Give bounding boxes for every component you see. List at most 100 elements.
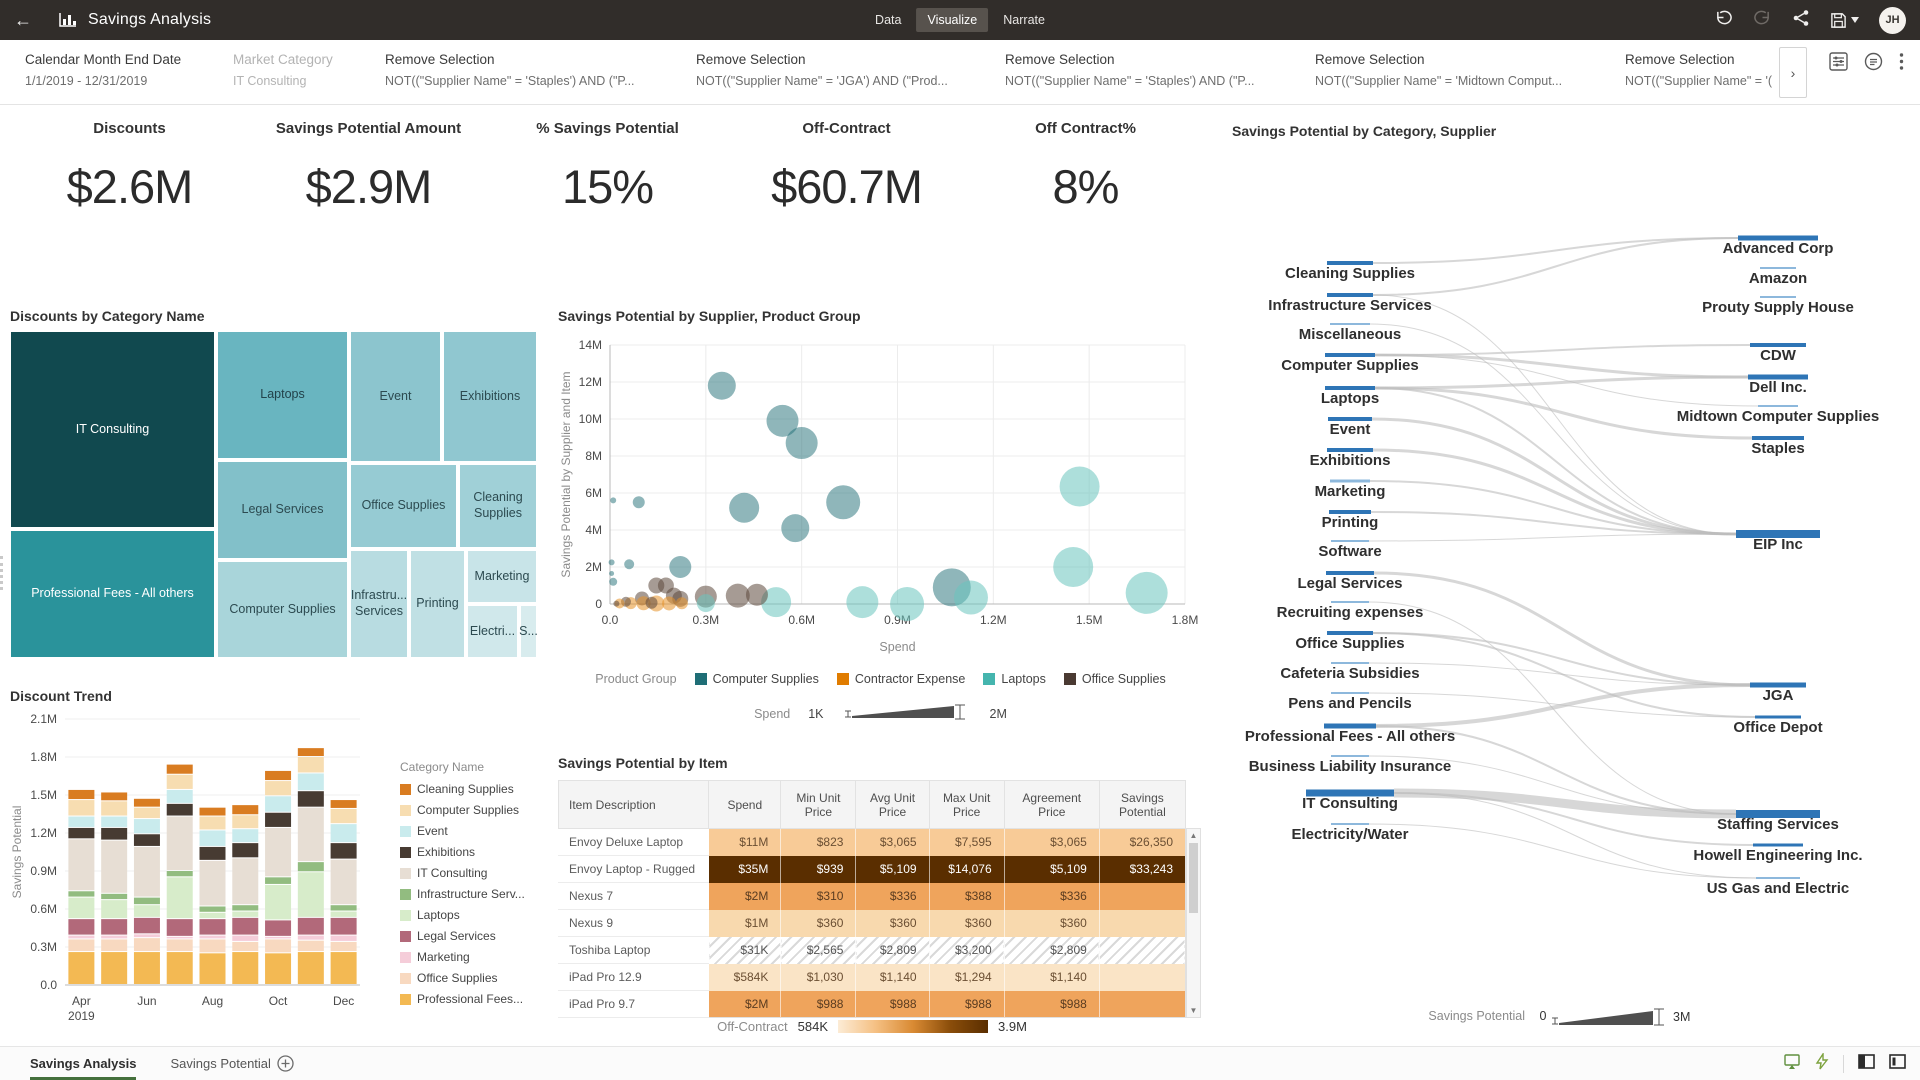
bar-segment-exhibitions[interactable] <box>330 843 357 859</box>
sankey-node-bar[interactable] <box>1330 323 1370 325</box>
sankey-node-bar[interactable] <box>1325 386 1375 390</box>
add-canvas-icon[interactable] <box>277 1055 294 1072</box>
layout-left-panel-icon[interactable] <box>1858 1053 1875 1074</box>
bubble-computer-supplies[interactable] <box>624 559 635 570</box>
sankey-node-label-supplier[interactable]: CDW <box>1760 347 1797 364</box>
bar-segment-laptops[interactable] <box>330 911 357 917</box>
bubble-computer-supplies[interactable] <box>766 404 799 437</box>
bar-segment-legal-services[interactable] <box>133 917 160 934</box>
sankey-link[interactable] <box>1369 480 1737 535</box>
column-header[interactable]: Agreement Price <box>1003 780 1100 829</box>
bar-segment-computer-supplies[interactable] <box>232 815 259 829</box>
sankey-link[interactable] <box>1368 533 1737 542</box>
bar-segment-cleaning-supplies[interactable] <box>232 805 259 815</box>
bar-segment-it-consulting[interactable] <box>166 816 193 870</box>
bar-segment-marketing[interactable] <box>133 934 160 938</box>
legend-item[interactable]: Cleaning Supplies <box>400 782 525 796</box>
filter-item[interactable]: Remove Selection NOT(("Supplier Name" = '… <box>1315 52 1617 96</box>
sankey-node-bar[interactable] <box>1750 682 1806 688</box>
bubble-computer-supplies[interactable] <box>785 427 818 460</box>
bar-segment-cleaning-supplies[interactable] <box>166 764 193 774</box>
sankey-node-label-category[interactable]: Electricity/Water <box>1292 826 1409 843</box>
share-icon[interactable] <box>1792 9 1810 32</box>
bar-segment-office-supplies[interactable] <box>68 939 95 952</box>
sankey-node-label-supplier[interactable]: US Gas and Electric <box>1707 880 1850 897</box>
sankey-node-bar[interactable] <box>1755 715 1801 719</box>
bar-segment-office-supplies[interactable] <box>133 938 160 952</box>
bar-segment-laptops[interactable] <box>265 884 292 920</box>
bar-segment-marketing[interactable] <box>199 935 226 939</box>
sankey-link[interactable] <box>1374 344 1751 356</box>
bubble-laptops[interactable] <box>696 594 715 613</box>
sankey-link[interactable] <box>1375 683 1751 728</box>
redo-icon[interactable] <box>1753 9 1772 31</box>
kpi-tile[interactable]: Off Contract% 8% <box>966 112 1205 242</box>
sankey-node-label-category[interactable]: Marketing <box>1315 483 1386 500</box>
bar-segment-infrastructure-serv-[interactable] <box>166 871 193 877</box>
legend-item[interactable]: Event <box>400 824 525 838</box>
bar-segment-office-supplies[interactable] <box>101 939 128 952</box>
sankey-node-label-category[interactable]: IT Consulting <box>1302 795 1398 812</box>
treemap-cell[interactable]: Printing <box>410 550 465 658</box>
kpi-tile[interactable]: Discounts $2.6M <box>10 112 249 242</box>
sankey-node-bar[interactable] <box>1325 353 1375 357</box>
sankey-node-bar[interactable] <box>1736 810 1820 818</box>
sankey-node-bar[interactable] <box>1331 540 1369 542</box>
bubble-laptops[interactable] <box>761 587 792 618</box>
back-icon[interactable]: ← <box>14 9 32 30</box>
bar-segment-professional-fees-[interactable] <box>133 952 160 984</box>
sankey-node-bar[interactable] <box>1736 530 1820 538</box>
scrollbar-thumb[interactable] <box>1189 843 1198 913</box>
sankey-node-label-category[interactable]: Recruiting expenses <box>1277 604 1424 621</box>
treemap-cell[interactable]: Infrastru... Services <box>350 550 408 658</box>
sankey-link[interactable] <box>1372 632 1751 686</box>
bar-segment-cleaning-supplies[interactable] <box>330 800 357 808</box>
bar-segment-event[interactable] <box>199 830 226 846</box>
sankey-link[interactable] <box>1368 662 1751 686</box>
sankey-node-label-category[interactable]: Business Liability Insurance <box>1249 758 1452 775</box>
table-row[interactable]: Nexus 7 $2M $310 $336 $388 $336 <box>557 882 1186 910</box>
sankey-link[interactable] <box>1368 823 1757 879</box>
treemap-cell[interactable]: Marketing <box>467 550 537 603</box>
treemap-cell[interactable]: IT Consulting <box>10 331 215 528</box>
bar-segment-marketing[interactable] <box>265 936 292 939</box>
bar-segment-event[interactable] <box>133 819 160 834</box>
bar-segment-exhibitions[interactable] <box>265 812 292 827</box>
sankey-node-label-category[interactable]: Cafeteria Subsidies <box>1280 665 1419 682</box>
bar-segment-office-supplies[interactable] <box>297 940 324 952</box>
bar-segment-legal-services[interactable] <box>199 919 226 935</box>
sankey-node-bar[interactable] <box>1327 448 1373 452</box>
filter-item[interactable]: Remove Selection NOT(("Supplier Name" = '… <box>696 52 998 96</box>
sankey-node-label-category[interactable]: Miscellaneous <box>1299 326 1402 343</box>
sankey-node-label-category[interactable]: Exhibitions <box>1310 452 1391 469</box>
bar-segment-office-supplies[interactable] <box>199 939 226 953</box>
scatter-plot[interactable]: 0.0 0.3M 0.6M 0.9M 1.2M 1.5M 1.8M02M4M6M8M10M1… <box>558 333 1203 668</box>
filter-expand-button[interactable]: › <box>1779 47 1807 98</box>
bar-segment-laptops[interactable] <box>297 872 324 917</box>
kpi-tile[interactable]: % Savings Potential 15% <box>488 112 727 242</box>
bar-segment-computer-supplies[interactable] <box>330 808 357 824</box>
sankey-node-label-category[interactable]: Legal Services <box>1297 575 1402 592</box>
bar-segment-event[interactable] <box>330 824 357 843</box>
legend-item[interactable]: Computer Supplies <box>400 803 525 817</box>
bubble-computer-supplies[interactable] <box>632 496 645 509</box>
bar-segment-it-consulting[interactable] <box>297 807 324 862</box>
bar-segment-it-consulting[interactable] <box>68 839 95 891</box>
bar-segment-professional-fees-[interactable] <box>68 952 95 984</box>
sankey-node-bar[interactable] <box>1327 631 1373 635</box>
auto-insights-icon[interactable] <box>1815 1051 1829 1075</box>
treemap-cell[interactable]: Exhibitions <box>443 331 537 462</box>
mode-tab-data[interactable]: Data <box>875 13 902 27</box>
legend-item[interactable]: Infrastructure Serv... <box>400 887 525 901</box>
notes-icon[interactable] <box>1864 52 1883 76</box>
scroll-up-icon[interactable]: ▲ <box>1189 831 1198 840</box>
legend-item[interactable]: Legal Services <box>400 929 525 943</box>
legend-item[interactable]: Laptops <box>983 672 1046 686</box>
bar-segment-marketing[interactable] <box>68 935 95 939</box>
sankey-node-bar[interactable] <box>1760 296 1796 298</box>
undo-icon[interactable] <box>1714 9 1733 31</box>
bar-segment-cleaning-supplies[interactable] <box>265 770 292 781</box>
sankey-node-label-category[interactable]: Software <box>1318 543 1381 560</box>
sankey-node-bar[interactable] <box>1331 601 1369 603</box>
bar-segment-legal-services[interactable] <box>68 919 95 935</box>
